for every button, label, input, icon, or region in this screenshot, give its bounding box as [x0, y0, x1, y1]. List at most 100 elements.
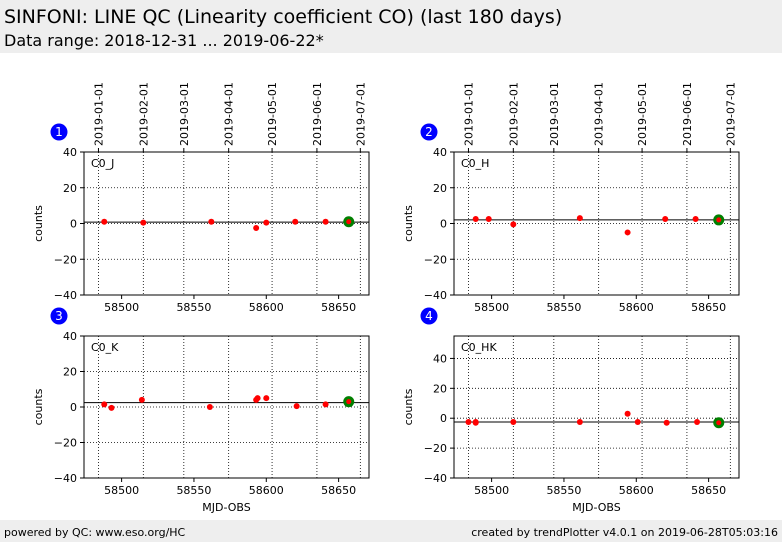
panel-badge-number: 1: [55, 125, 63, 139]
chart-panel-2: −40 −20 0 20 40 58500 58550 58600 58650 2019-01-0…: [402, 82, 740, 314]
data-point: [138, 396, 145, 403]
latest-point-core: [716, 420, 722, 426]
panel-badge-number: 2: [425, 125, 433, 139]
y-tick-label: 40: [63, 146, 77, 159]
y-tick-label: 40: [433, 146, 447, 159]
panel-badge-circle: [420, 307, 438, 325]
top-date-label: 2019-03-01: [178, 82, 191, 146]
chart-panel-1: −40 −20 0 20 40 58500 58550 58600 58650 2019-01-0…: [32, 82, 370, 314]
top-date-label: 2019-07-01: [354, 82, 367, 146]
data-point: [510, 221, 517, 228]
panel-label: C0_HK: [461, 341, 497, 354]
panel-badge-circle: [50, 123, 68, 141]
page-title: SINFONI: LINE QC (Linearity coefficient …: [4, 6, 563, 28]
data-point: [465, 418, 472, 425]
top-date-label: 2019-01-01: [92, 82, 105, 146]
y-tick-label: 40: [63, 330, 77, 343]
y-tick-label: 40: [433, 352, 447, 365]
data-point: [292, 218, 299, 225]
top-date-label: 2019-02-01: [137, 82, 150, 146]
data-point: [576, 418, 583, 425]
latest-point-core: [346, 219, 352, 225]
x-tick-label: 58500: [474, 301, 509, 314]
top-date-label: 2019-04-01: [593, 82, 606, 146]
panel-badge-number: 4: [425, 309, 433, 323]
x-tick-label: 58500: [474, 484, 509, 497]
y-tick-label: 0: [440, 218, 447, 231]
y-tick-label: −40: [54, 289, 77, 302]
data-point: [624, 229, 631, 236]
data-point: [254, 395, 261, 402]
footer-credit: powered by QC: www.eso.org/HC: [4, 526, 186, 539]
plot-frame: [453, 335, 740, 479]
x-tick-label: 58600: [619, 301, 654, 314]
data-point: [253, 224, 260, 231]
data-point: [140, 219, 147, 226]
footer-bar: powered by QC: www.eso.org/HC created by…: [0, 520, 782, 542]
y-tick-label: −40: [54, 472, 77, 485]
data-point: [101, 218, 108, 225]
y-tick-label: −20: [54, 437, 77, 450]
data-point: [663, 419, 670, 426]
y-tick-label: 20: [433, 382, 447, 395]
top-date-label: 2019-02-01: [507, 82, 520, 146]
y-axis-label: counts: [32, 205, 45, 242]
x-tick-label: 58550: [546, 301, 581, 314]
y-tick-label: −20: [424, 442, 447, 455]
x-axis-label: MJD-OBS: [572, 501, 620, 514]
y-axis-label: counts: [402, 205, 415, 242]
data-point: [101, 401, 108, 408]
y-tick-label: 20: [63, 366, 77, 379]
top-date-label: 2019-01-01: [462, 82, 475, 146]
top-date-label: 2019-06-01: [681, 82, 694, 146]
x-tick-label: 58500: [104, 484, 139, 497]
x-tick-label: 58550: [176, 484, 211, 497]
x-tick-label: 58600: [249, 301, 284, 314]
y-axis-label: counts: [32, 388, 45, 425]
data-point: [108, 404, 115, 411]
data-point: [206, 404, 213, 410]
chart-panel-4: −40 −20 0 20 40 58500 58550 58600 58650 counts MJD…: [402, 307, 740, 514]
top-date-label: 2019-05-01: [636, 82, 649, 146]
data-point: [694, 418, 701, 425]
data-point: [692, 216, 699, 223]
y-tick-label: 0: [70, 218, 77, 231]
top-date-label: 2019-06-01: [311, 82, 324, 146]
top-date-label: 2019-03-01: [548, 82, 561, 146]
panel-label: C0_K: [91, 341, 119, 354]
data-point: [263, 395, 270, 402]
data-point: [485, 216, 492, 223]
top-date-label: 2019-05-01: [266, 82, 279, 146]
x-tick-label: 58650: [691, 301, 726, 314]
panel-badge-circle: [420, 123, 438, 141]
latest-point-core: [346, 399, 352, 405]
panel-badge-circle: [50, 307, 68, 325]
x-tick-label: 58650: [691, 484, 726, 497]
data-point: [293, 403, 300, 410]
y-tick-label: 0: [70, 401, 77, 414]
data-point: [208, 218, 215, 225]
x-tick-label: 58550: [546, 484, 581, 497]
top-date-label: 2019-07-01: [724, 82, 737, 146]
chart-panel-3: −40 −20 0 20 40 58500 58550 58600 58650 counts MJD…: [32, 307, 370, 514]
footer-created: created by trendPlotter v4.0.1 on 2019-0…: [471, 526, 778, 539]
data-range-subtitle: Data range: 2018-12-31 ... 2019-06-22*: [4, 31, 324, 50]
x-axis-label: MJD-OBS: [202, 501, 250, 514]
y-tick-label: 0: [440, 412, 447, 425]
y-tick-label: −20: [54, 253, 77, 266]
panel-label: C0_J: [91, 157, 114, 170]
y-tick-label: 20: [63, 182, 77, 195]
data-point: [322, 218, 329, 225]
x-tick-label: 58550: [176, 301, 211, 314]
panel-label: C0_H: [461, 157, 489, 170]
latest-point-core: [716, 217, 722, 223]
x-tick-label: 58500: [104, 301, 139, 314]
y-tick-label: 20: [433, 182, 447, 195]
header-bar: SINFONI: LINE QC (Linearity coefficient …: [0, 0, 782, 53]
data-point: [472, 419, 479, 426]
x-tick-label: 58650: [321, 484, 356, 497]
top-date-label: 2019-04-01: [223, 82, 236, 146]
data-point: [472, 216, 479, 223]
data-point: [576, 215, 583, 222]
